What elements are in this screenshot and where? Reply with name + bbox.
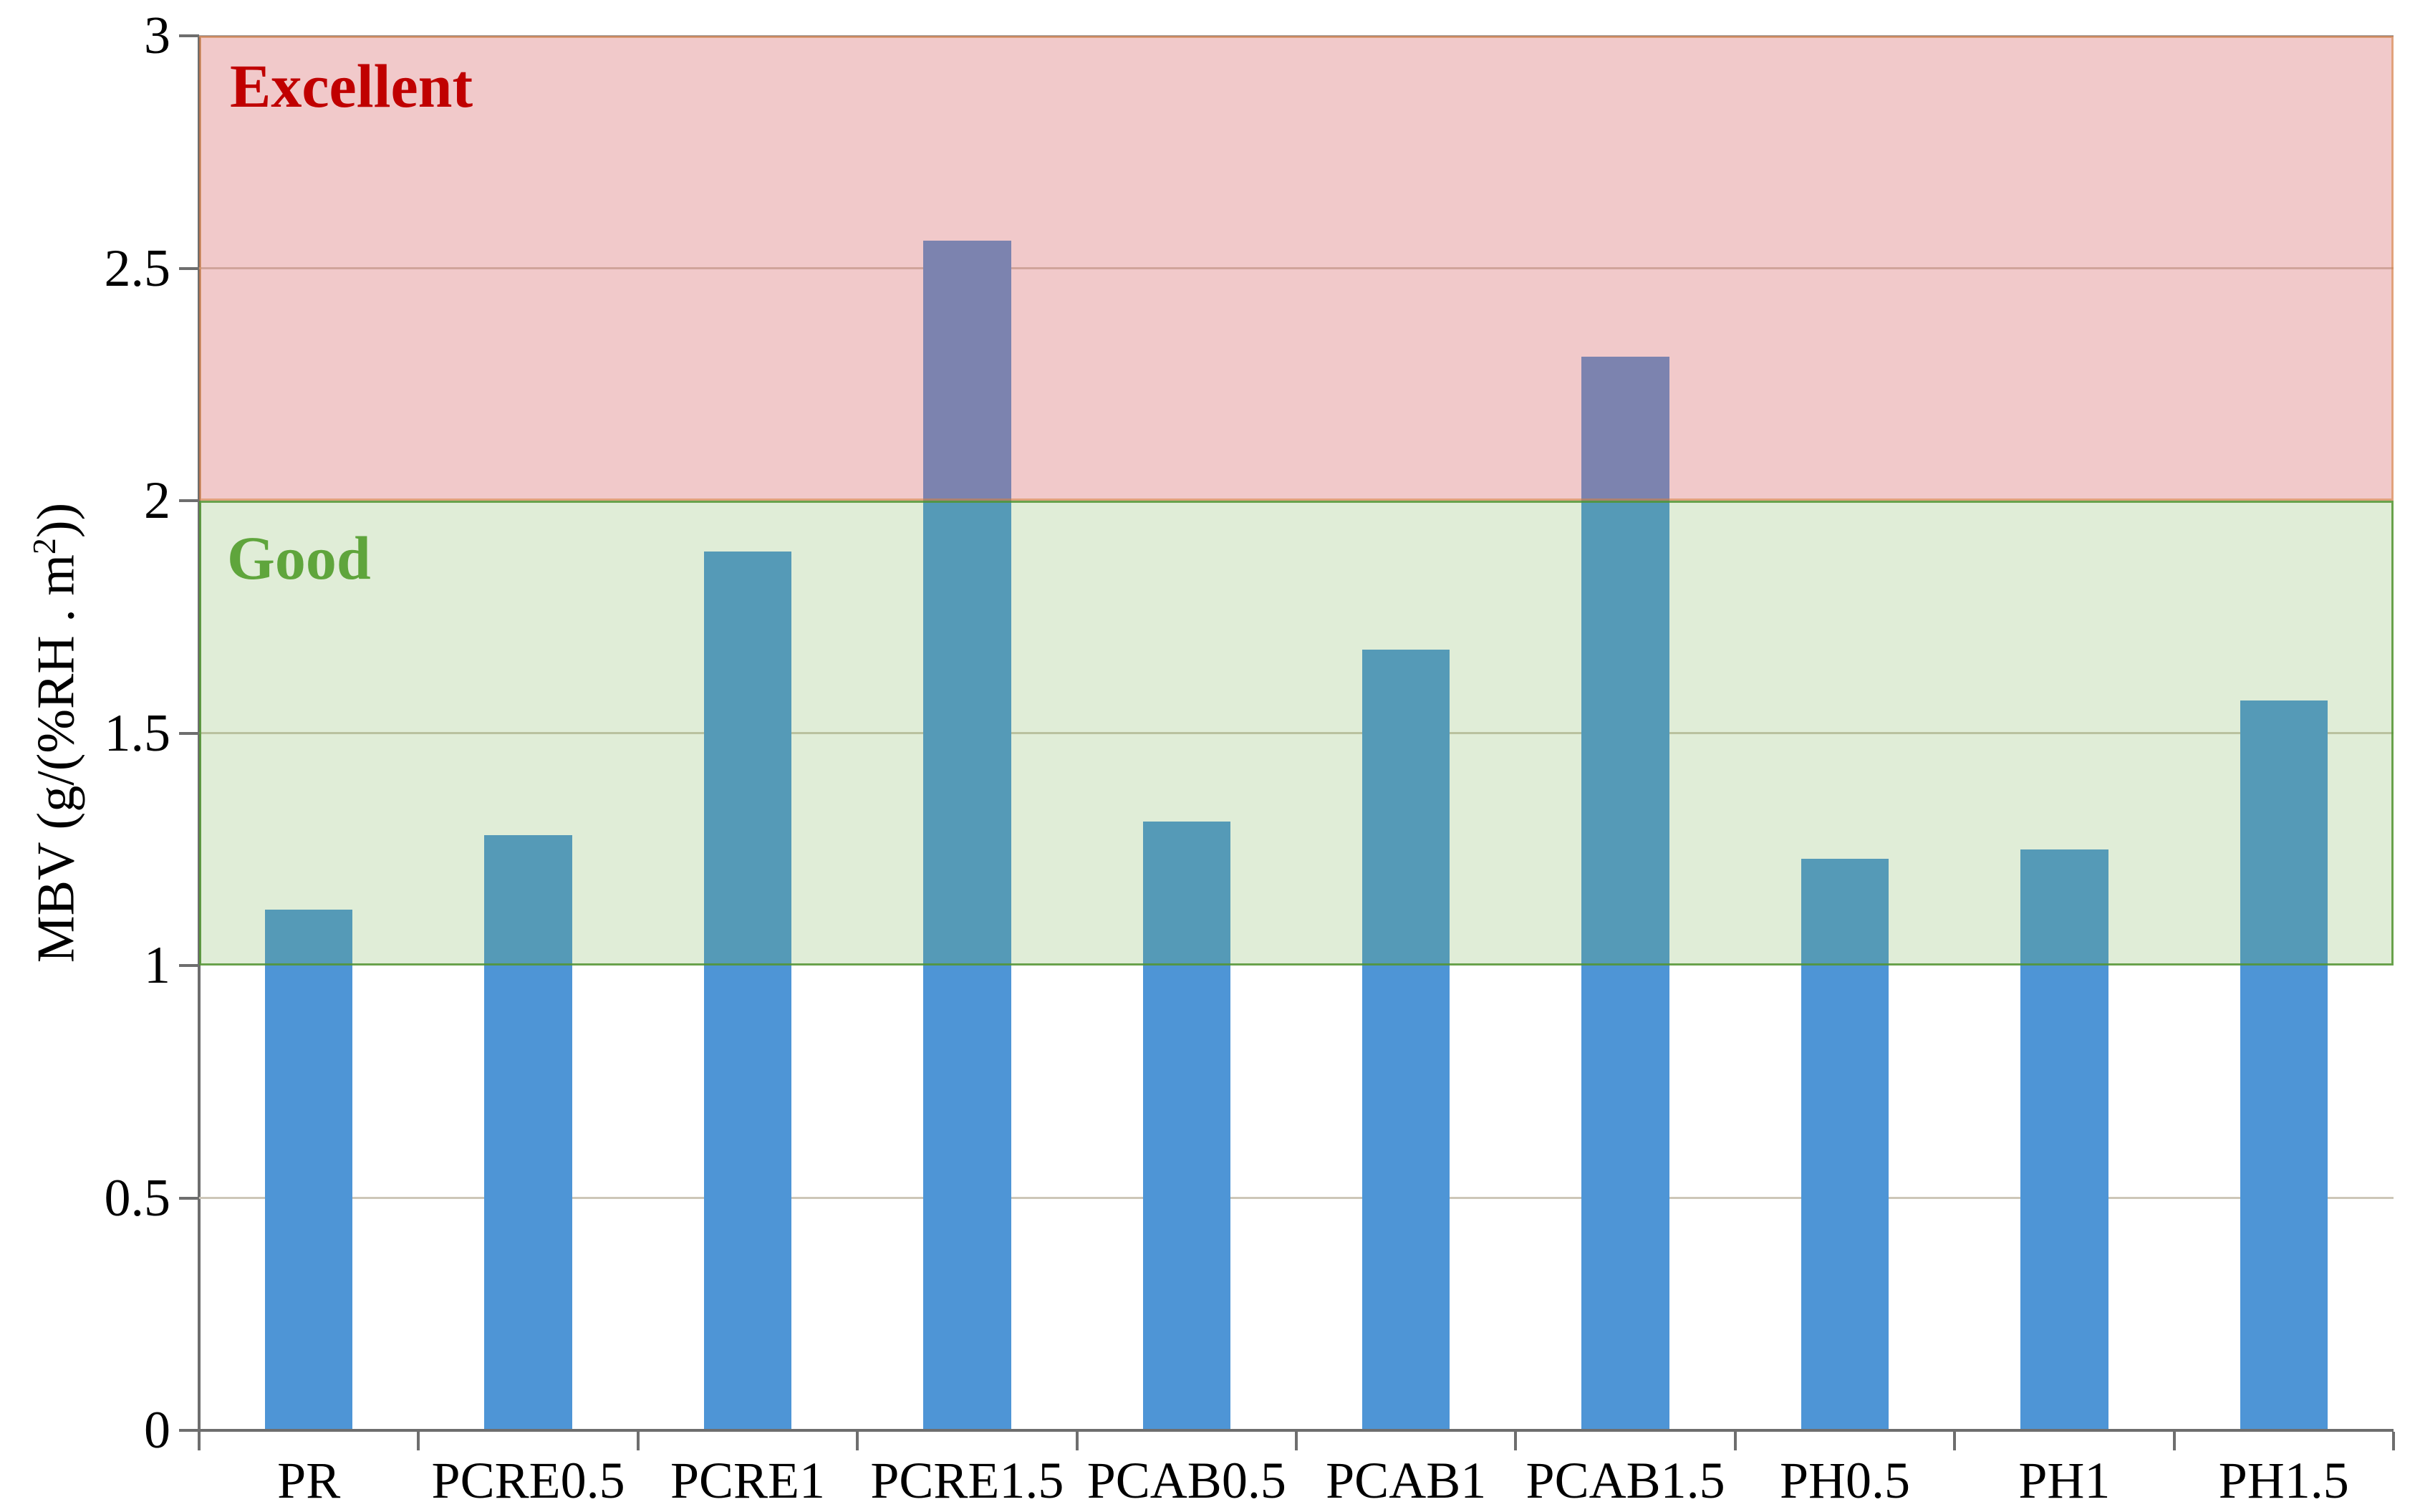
gridline-y-1.5 xyxy=(199,732,2394,734)
x-tick-label-PR: PR xyxy=(277,1452,341,1509)
excellent-zone-band: Excellent xyxy=(199,36,2394,501)
x-tick-3 xyxy=(856,1432,859,1450)
bar-PCAB1 xyxy=(1361,649,1450,1430)
gridline-y-0.5 xyxy=(199,1197,2394,1199)
x-tick-10 xyxy=(2392,1432,2395,1450)
y-tick-label-1: 1 xyxy=(144,936,170,995)
y-tick-label-1.5: 1.5 xyxy=(104,703,171,763)
y-tick-label-0: 0 xyxy=(144,1401,170,1460)
x-tick-9 xyxy=(2172,1432,2176,1450)
y-tick-label-0.5: 0.5 xyxy=(104,1168,171,1228)
bar-PCAB0.5 xyxy=(1142,821,1231,1430)
bar-PH1.5 xyxy=(2240,700,2328,1430)
x-tick-label-PH1: PH1 xyxy=(2018,1452,2111,1509)
bar-PCRE1.5 xyxy=(923,240,1011,1430)
x-tick-2 xyxy=(636,1432,640,1450)
y-tick-0.5 xyxy=(179,1196,199,1200)
x-tick-label-PCAB1.5: PCAB1.5 xyxy=(1525,1452,1725,1509)
x-tick-label-PCAB1: PCAB1 xyxy=(1326,1452,1487,1509)
gridline-y-2.5 xyxy=(199,267,2394,269)
x-tick-8 xyxy=(1953,1432,1957,1450)
y-tick-label-3: 3 xyxy=(144,6,170,65)
x-tick-label-PCRE1.5: PCRE1.5 xyxy=(870,1452,1064,1509)
y-axis-title-superscript: 2 xyxy=(26,538,62,555)
y-tick-1.5 xyxy=(179,731,199,735)
y-tick-3 xyxy=(179,34,199,37)
bar-PH0.5 xyxy=(1801,858,1889,1430)
bar-PR xyxy=(264,910,353,1430)
bar-PCRE1 xyxy=(703,552,792,1430)
plot-area: Excellent Good xyxy=(179,34,2395,1450)
x-tick-5 xyxy=(1295,1432,1298,1450)
x-tick-label-PH1.5: PH1.5 xyxy=(2218,1452,2349,1509)
x-tick-label-PCRE1: PCRE1 xyxy=(670,1452,826,1509)
y-tick-1 xyxy=(179,964,199,967)
x-tick-1 xyxy=(417,1432,420,1450)
y-tick-label-2.5: 2.5 xyxy=(104,239,171,298)
good-zone-band: Good xyxy=(199,501,2394,966)
good-zone-label: Good xyxy=(227,524,371,592)
bar-PCRE0.5 xyxy=(484,835,572,1430)
y-tick-label-2: 2 xyxy=(144,471,170,530)
x-tick-label-PCAB0.5: PCAB0.5 xyxy=(1086,1452,1286,1509)
excellent-zone-label: Excellent xyxy=(230,52,473,120)
x-tick-7 xyxy=(1733,1432,1737,1450)
x-tick-0 xyxy=(198,1432,201,1450)
bar-PCAB1.5 xyxy=(1581,356,1669,1430)
x-axis-line xyxy=(179,1429,2394,1432)
x-tick-label-PCRE0.5: PCRE0.5 xyxy=(431,1452,625,1509)
y-tick-2.5 xyxy=(179,266,199,270)
bar-PH1 xyxy=(2020,849,2108,1430)
x-tick-4 xyxy=(1075,1432,1079,1450)
x-tick-label-PH0.5: PH0.5 xyxy=(1779,1452,1911,1509)
y-tick-2 xyxy=(179,499,199,502)
x-tick-6 xyxy=(1514,1432,1518,1450)
